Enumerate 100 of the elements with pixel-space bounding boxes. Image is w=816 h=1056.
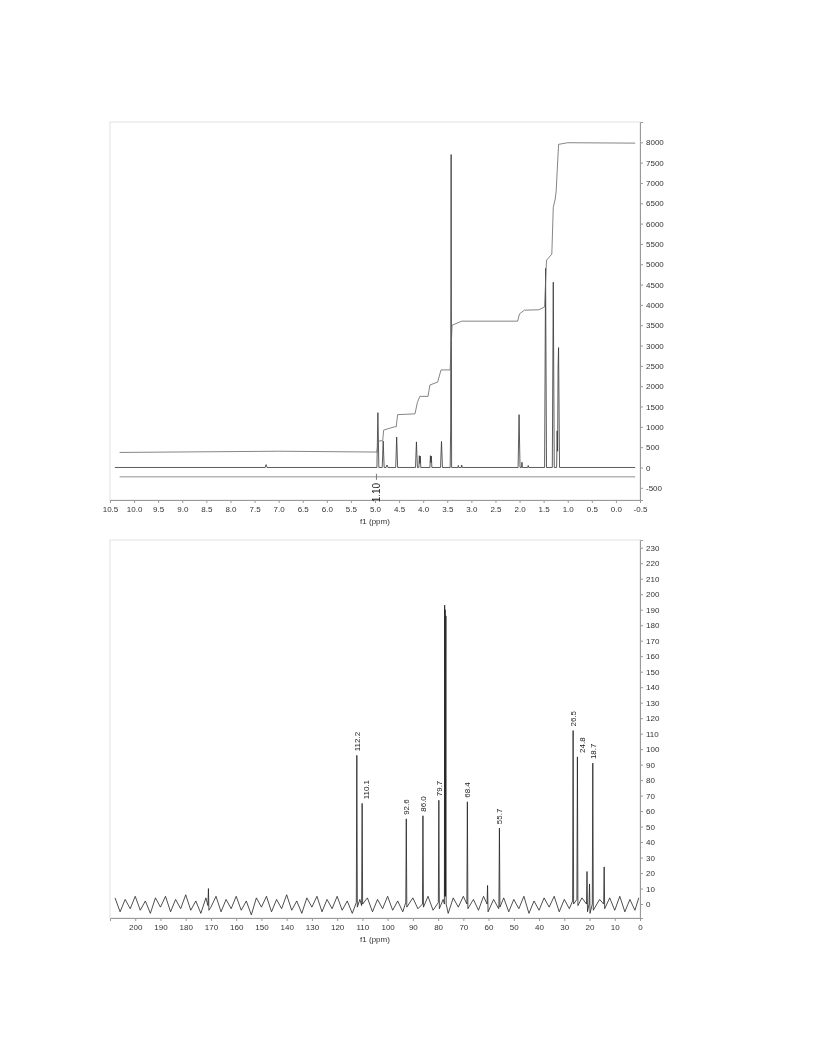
y-tick-label: 80 [646,776,656,786]
y-tick-label: 40 [646,838,656,848]
x-tick-label: 2.0 [514,504,527,514]
annotation: 79.7 [434,780,444,797]
x-tick-label: 80 [434,922,444,932]
y-tick-label: -500 [646,483,663,493]
x-tick-label: 8.5 [201,504,213,514]
x-tick-label: 5.5 [345,504,358,514]
annotation: 24.8 [578,736,588,753]
x-tick-label: 1.0 [562,504,575,514]
y-tick-label: 20 [646,869,656,879]
y-tick-label: 220 [646,559,660,569]
y-tick-label: 180 [646,621,660,631]
x-tick-label: 60 [484,922,495,932]
x-axis-title: f1 (ppm) [360,935,391,944]
x-tick-label: 1.5 [538,504,551,514]
x-tick-label: 180 [179,922,194,932]
y-tick-label: 0 [646,900,651,910]
line-series [114,604,640,916]
y-tick-label: 60 [646,807,656,817]
y-tick-label: 8000 [646,138,665,148]
x-tick-label: 100 [381,922,396,932]
y-tick-label: 1500 [646,402,665,412]
y-tick-label: 200 [646,590,660,600]
y-tick-label: 110 [646,729,660,739]
y-tick-label: 7500 [646,158,665,168]
y-tick-label: 150 [646,667,660,677]
y-tick-label: 6000 [646,219,665,229]
y-tick-label: 3000 [646,341,665,351]
y-tick-label: 5500 [646,240,665,249]
y-tick-label: 4000 [646,300,665,310]
x-tick-label: 30 [560,922,570,932]
y-tick-label: 70 [646,791,656,801]
x-tick-label: -0.5 [633,504,648,514]
x-tick-label: 9.5 [153,504,165,514]
y-tick-label: 140 [646,683,660,693]
x-tick-label: 6.5 [297,504,310,514]
y-tick-label: 30 [646,853,656,863]
annotation: 68.4 [463,781,473,798]
y-tick-label: 190 [646,605,660,615]
annotation: 92.6 [402,798,412,815]
y-tick-label: 160 [646,652,660,662]
x-tick-label: 190 [154,922,169,932]
x-tick-label: 7.5 [249,504,262,514]
y-tick-label: 130 [646,698,660,708]
annotation: 86.0 [418,795,428,812]
x-tick-label: 40 [535,922,545,932]
x-tick-label: 5.0 [369,504,382,514]
annotation: 55.7 [495,808,505,825]
x-tick-label: 110 [356,922,370,932]
x-tick-label: 130 [305,922,320,932]
y-tick-label: 5000 [646,260,665,270]
annotation: 18.7 [588,742,598,760]
x-tick-label: 140 [280,922,295,932]
x-tick-label: 150 [255,922,270,932]
x-tick-label: 7.0 [273,504,286,514]
y-tick-label: 100 [646,745,660,755]
x-tick-label: 20 [585,922,596,932]
y-tick-label: 1000 [646,422,665,432]
x-tick-label: 10.5 [102,504,119,514]
y-tick-label: 4500 [646,280,665,290]
y-tick-label: 230 [646,543,660,553]
x-tick-label: 0.5 [586,504,599,514]
x-tick-label: 160 [230,922,244,932]
x-tick-label: 6.0 [321,504,334,514]
y-tick-label: 90 [646,760,656,770]
x-tick-label: 90 [408,922,419,932]
y-tick-label: 7000 [646,179,665,189]
y-tick-label: 2000 [646,382,665,392]
y-tick-label: 210 [646,574,660,584]
y-tick-label: 120 [646,714,660,724]
y-tick-label: 0 [646,463,651,473]
x-tick-label: 10.0 [126,504,143,514]
y-tick-label: 6500 [646,199,665,209]
x-tick-label: 2.5 [490,504,503,514]
x-axis-title: f1 (ppm) [360,517,391,526]
x-tick-label: 170 [204,922,219,932]
x-tick-label: 50 [509,922,520,932]
x-tick-label: 8.0 [225,504,238,514]
x-tick-label: 4.5 [394,504,406,514]
y-tick-label: 10 [646,884,656,894]
y-tick-label: 3500 [646,321,665,331]
y-tick-label: 2500 [646,361,665,371]
x-tick-label: 70 [459,922,469,932]
x-tick-label: 4.0 [418,504,430,514]
x-tick-label: 0.0 [610,504,623,514]
annotation: 26.5 [569,710,579,727]
annotation: 112.2 [352,731,362,752]
y-tick-label: 500 [646,443,660,453]
x-tick-label: 120 [330,922,345,932]
y-tick-label: 170 [646,636,660,646]
x-tick-label: 3.0 [466,504,478,514]
x-tick-label: 9.0 [177,504,189,514]
x-tick-label: 200 [129,922,143,932]
annotation: 110.1 [361,779,371,800]
x-tick-label: 10 [610,922,621,932]
x-tick-label: 3.5 [442,504,454,514]
annotation: 1.10 [371,482,383,503]
x-tick-label: 0 [638,922,644,932]
y-tick-label: 50 [646,822,656,832]
